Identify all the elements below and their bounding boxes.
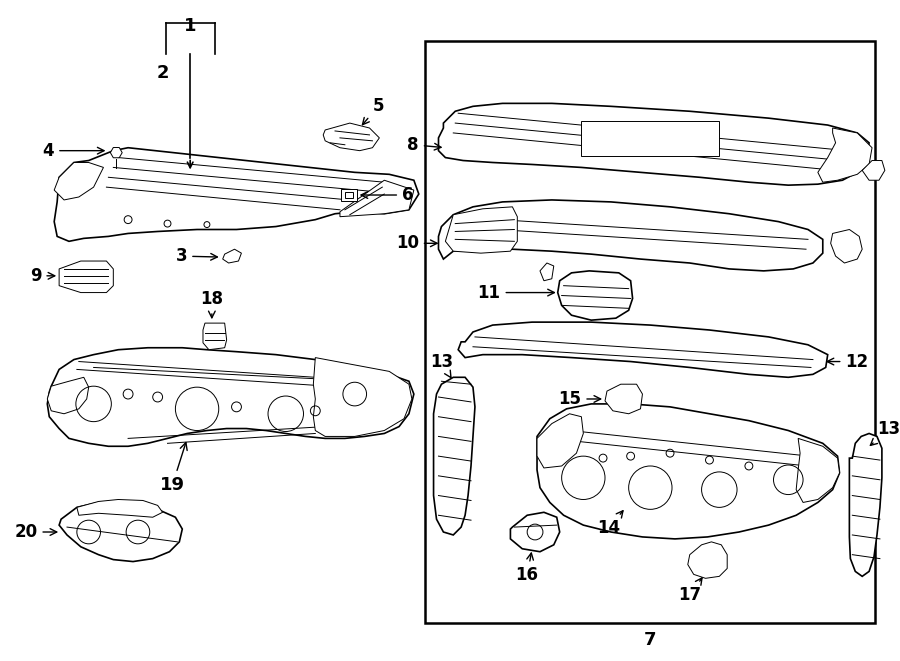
Polygon shape	[850, 434, 882, 576]
Polygon shape	[540, 263, 554, 281]
Polygon shape	[434, 377, 475, 535]
Polygon shape	[446, 207, 518, 253]
Polygon shape	[796, 438, 840, 502]
Polygon shape	[438, 200, 823, 271]
Polygon shape	[458, 322, 828, 377]
Text: 4: 4	[42, 141, 104, 160]
Text: 18: 18	[201, 290, 223, 318]
Text: 9: 9	[30, 267, 55, 285]
Text: 1: 1	[184, 17, 196, 34]
Polygon shape	[818, 128, 872, 182]
Polygon shape	[59, 502, 183, 562]
Polygon shape	[59, 261, 113, 293]
Polygon shape	[54, 147, 418, 241]
Polygon shape	[558, 271, 633, 320]
Text: 13: 13	[430, 354, 453, 377]
Text: 8: 8	[408, 136, 441, 154]
Text: 7: 7	[644, 631, 657, 649]
Polygon shape	[862, 161, 885, 180]
Text: 10: 10	[396, 234, 437, 253]
Bar	[425, 41, 875, 623]
Text: 20: 20	[14, 523, 57, 541]
Polygon shape	[54, 163, 104, 200]
Text: 16: 16	[516, 553, 539, 584]
Text: 6: 6	[361, 186, 413, 204]
Polygon shape	[48, 377, 89, 414]
Text: 17: 17	[679, 578, 702, 604]
Bar	[581, 121, 719, 155]
Polygon shape	[203, 323, 227, 350]
Polygon shape	[48, 348, 414, 446]
Polygon shape	[76, 500, 163, 517]
Text: 11: 11	[478, 284, 554, 301]
Polygon shape	[222, 249, 241, 263]
Text: 13: 13	[870, 420, 900, 446]
Polygon shape	[537, 404, 840, 539]
Polygon shape	[340, 180, 414, 217]
Polygon shape	[605, 384, 643, 414]
Polygon shape	[111, 147, 122, 158]
Polygon shape	[831, 229, 862, 263]
Polygon shape	[438, 103, 869, 185]
Text: 14: 14	[598, 511, 623, 537]
Text: 5: 5	[363, 97, 384, 125]
Text: 19: 19	[160, 442, 187, 494]
Text: 2: 2	[157, 64, 169, 82]
Bar	[341, 189, 356, 201]
Text: 15: 15	[558, 390, 600, 408]
Text: 12: 12	[827, 352, 868, 371]
Polygon shape	[537, 414, 583, 468]
Polygon shape	[688, 542, 727, 578]
Bar	[345, 192, 353, 198]
Text: 3: 3	[176, 247, 218, 265]
Polygon shape	[313, 358, 412, 436]
Polygon shape	[323, 123, 380, 151]
Polygon shape	[510, 512, 560, 552]
